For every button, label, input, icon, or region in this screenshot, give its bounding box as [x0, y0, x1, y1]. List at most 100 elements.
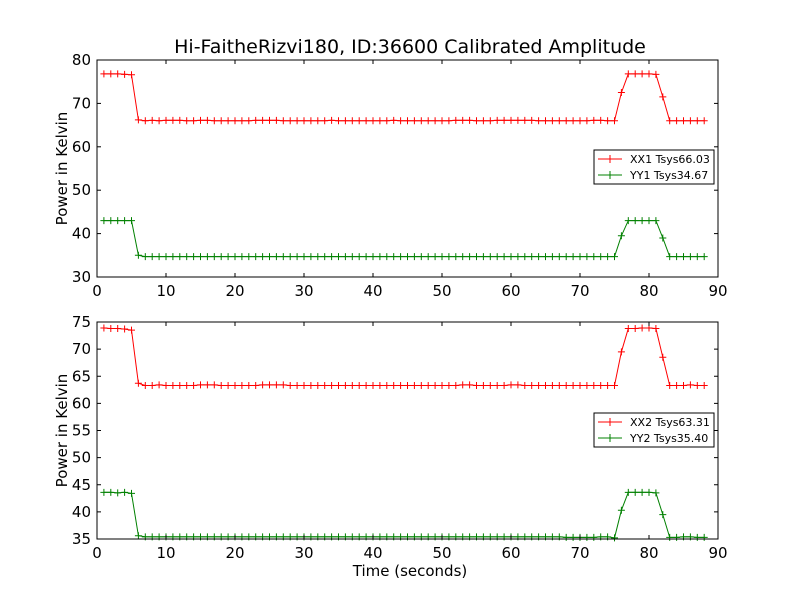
data-point [328, 253, 336, 261]
data-point [362, 381, 370, 389]
data-point [100, 488, 108, 496]
series-2 [100, 488, 708, 542]
data-point [355, 117, 363, 125]
data-point [217, 253, 225, 261]
data-point [569, 381, 577, 389]
data-point [624, 217, 632, 225]
legend-marker [606, 155, 614, 163]
data-point [680, 381, 687, 389]
data-point [404, 117, 411, 125]
y-tick-label: 45 [72, 476, 91, 494]
data-point [148, 116, 156, 124]
data-point [638, 70, 646, 78]
y-tick-label: 60 [72, 394, 91, 412]
data-point [652, 70, 660, 78]
data-point [383, 117, 391, 125]
x-tick-label: 10 [156, 544, 175, 562]
axes-frame [96, 59, 719, 278]
data-point [686, 381, 694, 389]
data-point [176, 253, 184, 261]
data-point [279, 253, 287, 261]
data-point [590, 381, 598, 389]
data-point [238, 381, 246, 389]
data-point [645, 217, 653, 225]
data-point [583, 117, 591, 125]
data-point [362, 253, 370, 261]
legend-entry: XX1 Tsys66.03 [598, 153, 710, 166]
data-point [631, 217, 639, 225]
data-point [210, 253, 218, 261]
data-point [390, 253, 398, 261]
data-point [238, 117, 246, 125]
x-axis-label: Time (seconds) [352, 562, 468, 580]
data-point [176, 116, 184, 124]
data-point [617, 232, 625, 240]
data-point [134, 379, 142, 387]
data-point [680, 117, 687, 125]
data-point [300, 381, 308, 389]
data-point [659, 353, 667, 361]
data-point [114, 489, 122, 497]
data-point [624, 70, 632, 78]
data-point [686, 253, 694, 261]
data-point [321, 253, 329, 261]
data-point [700, 253, 708, 261]
data-point [238, 253, 246, 261]
x-tick-label: 40 [363, 282, 382, 300]
data-point [542, 117, 549, 125]
data-point [617, 506, 625, 514]
data-point [500, 381, 508, 389]
data-point [486, 253, 494, 261]
data-point [521, 116, 529, 124]
data-point [562, 533, 570, 541]
data-point [314, 381, 322, 389]
data-point [376, 117, 384, 125]
data-point [252, 116, 260, 124]
data-point [162, 116, 170, 124]
data-point [645, 488, 653, 496]
data-point [293, 117, 301, 125]
data-point [424, 381, 432, 389]
data-point [203, 253, 211, 261]
data-point [300, 253, 308, 261]
data-point [548, 381, 556, 389]
data-point [638, 217, 646, 225]
legend-entry: XX2 Tsys63.31 [598, 416, 710, 429]
data-point [535, 253, 543, 261]
data-point [590, 533, 598, 541]
y-tick-label: 50 [72, 181, 91, 199]
data-point [445, 381, 453, 389]
data-point [259, 253, 267, 261]
data-point [507, 116, 515, 124]
data-point [659, 511, 667, 519]
x-tick-label: 10 [156, 282, 175, 300]
data-point [245, 117, 253, 125]
data-point [590, 116, 598, 124]
data-point [217, 381, 225, 389]
y-tick-label: 70 [72, 94, 91, 112]
data-point [624, 325, 632, 333]
data-point [369, 381, 377, 389]
data-point [493, 253, 501, 261]
data-point [121, 488, 129, 496]
data-point [341, 117, 349, 125]
data-point [555, 253, 563, 261]
data-point [259, 116, 267, 124]
data-point [272, 381, 280, 389]
data-point [369, 117, 377, 125]
data-point [410, 253, 418, 261]
data-point [410, 117, 418, 125]
data-point [452, 381, 460, 389]
data-point [210, 117, 218, 125]
data-point [459, 116, 467, 124]
data-point [335, 381, 342, 389]
data-point [666, 533, 674, 541]
data-point [604, 117, 612, 125]
data-point [493, 116, 501, 124]
data-point [466, 116, 474, 124]
data-point [190, 381, 198, 389]
legend-box [593, 149, 715, 185]
y-tick-label: 40 [72, 503, 91, 521]
data-point [521, 253, 529, 261]
data-point [479, 381, 487, 389]
